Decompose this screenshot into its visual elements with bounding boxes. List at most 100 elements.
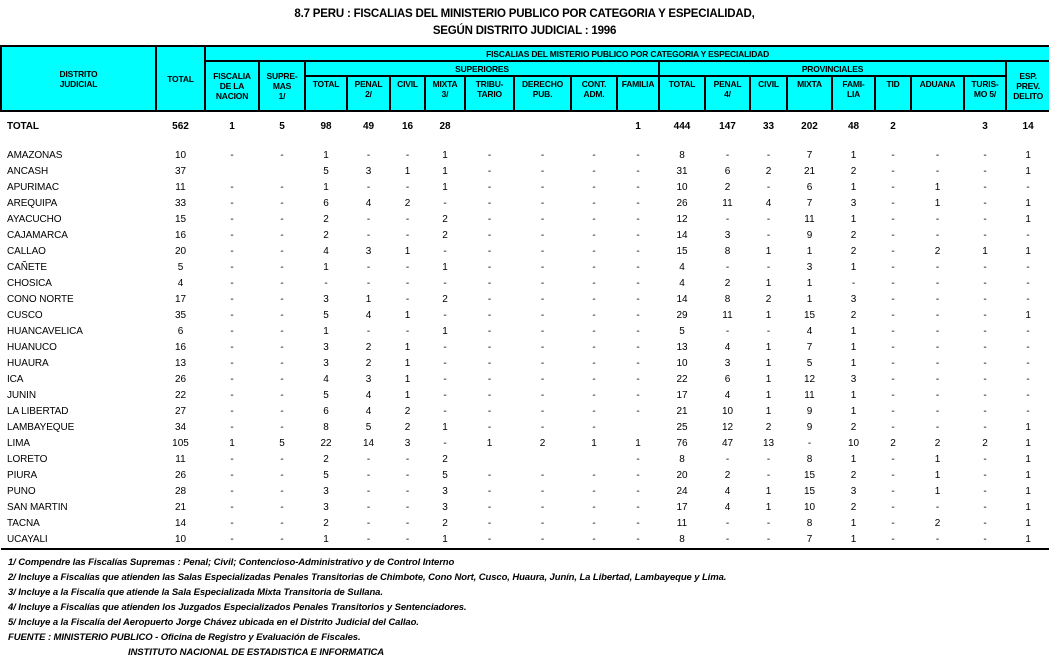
cell-value: - — [891, 166, 895, 177]
cell-value: - — [636, 262, 640, 273]
cell-value: 3 — [442, 502, 448, 513]
cell-value: - — [983, 166, 987, 177]
cell-value: 1 — [982, 246, 988, 257]
cell-value: 10 — [803, 502, 816, 513]
cell-value: 5 — [323, 166, 329, 177]
cell-value: - — [766, 470, 771, 481]
cell-value: 9 — [806, 230, 813, 241]
cell-value: - — [280, 470, 284, 481]
cell-value: 1 — [850, 406, 857, 417]
cell-value: - — [280, 502, 284, 513]
cell-value: - — [540, 374, 545, 385]
cell-value: - — [636, 294, 640, 305]
cell-value: - — [983, 294, 987, 305]
cell-value: - — [592, 166, 596, 177]
cell-value: 1 — [442, 262, 448, 273]
cell-value: - — [540, 230, 545, 241]
cell-value: 1 — [1025, 502, 1031, 513]
cell-value: - — [891, 358, 895, 369]
cell-value: 10 — [847, 438, 860, 449]
cell-value: 1 — [850, 214, 857, 225]
cell-value: - — [230, 358, 234, 369]
cell-value: 14 — [676, 294, 688, 305]
table-row: LIMA 105 1 5 22 14 3-1 2 1 1 76 47 13-10 2 2 2 1 — [1, 436, 1049, 452]
table-row: LORETO 11 - - 2 - - 2 - 8 - - 8 1 - 1 - 1 — [1, 452, 1049, 468]
cell-value: - — [592, 214, 596, 225]
header-sup-cont-adm: CONT. ADM. — [570, 75, 618, 112]
cell-value: - — [487, 182, 492, 193]
cell-value: - — [592, 358, 596, 369]
cell-value: - — [366, 486, 371, 497]
cell-value: 4 — [724, 342, 731, 353]
table-row: CAÑETE 5 - - 1 - - 1 - - - - 4 - - 3 1 - - - - — [1, 260, 1049, 276]
district-name: TACNA — [7, 518, 40, 529]
cell-value: - — [230, 310, 234, 321]
cell-value: 14 — [676, 230, 688, 241]
cell-value: - — [983, 198, 987, 209]
table-row: SAN MARTIN 21 - - 3 - - 3 - - - - 17 4 1 10 2 - - - 1 — [1, 500, 1049, 516]
cell-value: 6 — [724, 166, 731, 177]
cell-value: - — [983, 182, 987, 193]
cell-value: - — [230, 390, 234, 401]
cell-value: 1 — [1025, 454, 1031, 465]
cell-value: - — [487, 294, 492, 305]
cell-value: 1 — [1025, 486, 1031, 497]
cell-value: - — [935, 502, 940, 513]
cell-value: 4 — [724, 486, 731, 497]
cell-value: - — [891, 422, 895, 433]
cell-value: - — [514, 532, 571, 550]
cell-value: 3 — [806, 262, 813, 273]
fiscalias-table: DISTRITO JUDICIAL TOTAL FISCALIAS DEL MI… — [0, 45, 1049, 550]
cell-value: 1 — [323, 326, 329, 337]
cell-value: - — [592, 246, 596, 257]
cell-value: 1 — [850, 182, 857, 193]
table-body: TOTAL 562 1 5 98 49 16 28 1 444 147 33 202 48 2 3 14 AMAZ… — [1, 111, 1049, 550]
cell-value: 2 — [365, 358, 372, 369]
header-fiscalia-nacion: FISCALIA DE LA NACION — [204, 60, 260, 112]
district-name: CAJAMARCA — [7, 230, 68, 241]
header-prov-aduana: ADUANA — [910, 75, 965, 112]
cell-value: 28 — [174, 486, 187, 497]
cell-value: 1 — [635, 438, 641, 449]
cell-value: 3 — [365, 374, 372, 385]
table-row: HUANCAVELICA 6 - - 1 - - 1 - - - - 5 - - 4 1 - - - - — [1, 324, 1049, 340]
cell-value: - — [540, 310, 545, 321]
cell-value: - — [540, 150, 545, 161]
cell-value: - — [230, 150, 234, 161]
cell-value: 1 — [934, 454, 941, 465]
cell-value: 14 — [362, 438, 375, 449]
cell-value: 6 — [724, 374, 731, 385]
cell-value: - — [1026, 182, 1030, 193]
cell-value: - — [205, 532, 259, 550]
cell-value: 4 — [177, 278, 184, 289]
cell-value: - — [487, 406, 492, 417]
header-prov-familia: FAMI- LIA — [831, 75, 876, 112]
cell-value: - — [443, 390, 447, 401]
cell-value: 1 — [442, 326, 448, 337]
district-name: LIMA — [7, 438, 30, 449]
header-supremas: SUPRE- MAS 1/ — [258, 60, 306, 112]
cell-value: 1 — [765, 374, 772, 385]
header-provinciales: PROVINCIALES — [658, 60, 1007, 77]
district-name: UCAYALI — [1, 532, 156, 550]
table-row: CALLAO 20 - - 4 3 1 - - - - - 15 8 1 1 2 - 2 1 1 — [1, 244, 1049, 260]
cell-value: 8 — [724, 246, 731, 257]
cell-value: - — [280, 422, 284, 433]
cell-value: 1 — [806, 294, 813, 305]
cell-value: 1 — [850, 326, 857, 337]
cell-value: - — [540, 406, 545, 417]
cell-value: - — [230, 294, 234, 305]
cell-value — [514, 452, 571, 468]
footnote-2: 2/ Incluye a Fiscalías que atienden las … — [8, 572, 727, 583]
header-total: TOTAL — [155, 45, 206, 112]
header-sup-penal: PENAL 2/ — [346, 75, 391, 112]
cell-value: 3 — [724, 358, 731, 369]
cell-value: - — [964, 532, 1006, 550]
cell-value: 8 — [679, 454, 685, 465]
header-sup-civil: CIVIL — [389, 75, 426, 112]
cell-value: - — [230, 278, 234, 289]
table-row: HUAURA 13 - - 3 2 1 - - - - - 10 3 1 5 1 - - - - — [1, 356, 1049, 372]
cell-value: 2 — [323, 214, 329, 225]
cell-value: - — [230, 486, 234, 497]
cell-value: - — [405, 518, 410, 529]
